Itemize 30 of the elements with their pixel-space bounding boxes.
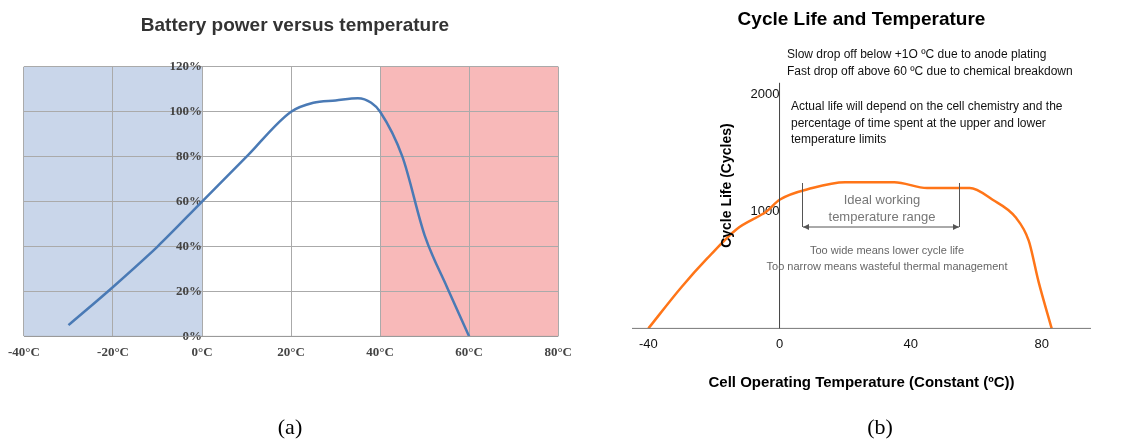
chart-title: Battery power versus temperature bbox=[140, 13, 450, 35]
text: Fast drop off above 60 ºC due to chemical breakdown bbox=[787, 64, 1073, 79]
text: Slow drop off below +1O ºC due to anode plating bbox=[787, 47, 1047, 62]
y-tick-label: 40% bbox=[176, 237, 203, 253]
y-axis-title: Cycle Life (Cycles) bbox=[718, 123, 735, 248]
x-axis-title: Cell Operating Temperature (Constant (ºC)) bbox=[708, 373, 1015, 391]
y-tick-label: 100% bbox=[169, 103, 203, 119]
y-tick-label: 0% bbox=[182, 327, 203, 343]
annotation: Actual life will depend on the cell chemistry and the percentage of time spent at the upper and lower temperature limits bbox=[791, 99, 1063, 146]
x-tick-label: 0 bbox=[775, 335, 784, 351]
text: (b) bbox=[867, 413, 893, 439]
x-tick-label: -40°C bbox=[8, 343, 40, 359]
annotation: Too wide means lower cycle life bbox=[809, 244, 965, 257]
x-tick-label: 80 bbox=[1034, 335, 1050, 351]
y-tick-label: 2000 bbox=[750, 86, 780, 102]
x-tick-label: 20°C bbox=[277, 343, 305, 359]
y-tick-label: 20% bbox=[176, 282, 203, 298]
x-tick-label: 40°C bbox=[366, 343, 394, 359]
text: (a) bbox=[277, 413, 303, 439]
x-tick-label: -20°C bbox=[97, 343, 129, 359]
x-tick-label: 40 bbox=[903, 335, 918, 351]
y-tick-label: 80% bbox=[176, 148, 203, 164]
x-tick-label: 0°C bbox=[191, 343, 213, 359]
annotation: Ideal working temperature range bbox=[828, 191, 936, 225]
x-tick-label: 60°C bbox=[455, 343, 483, 359]
y-tick-label: 120% bbox=[169, 58, 203, 74]
line-series bbox=[647, 180, 1053, 329]
chart-title: Cycle Life and Temperature bbox=[737, 7, 986, 29]
x-tick-label: 80°C bbox=[544, 343, 572, 359]
x-tick-label: -40 bbox=[638, 335, 658, 351]
